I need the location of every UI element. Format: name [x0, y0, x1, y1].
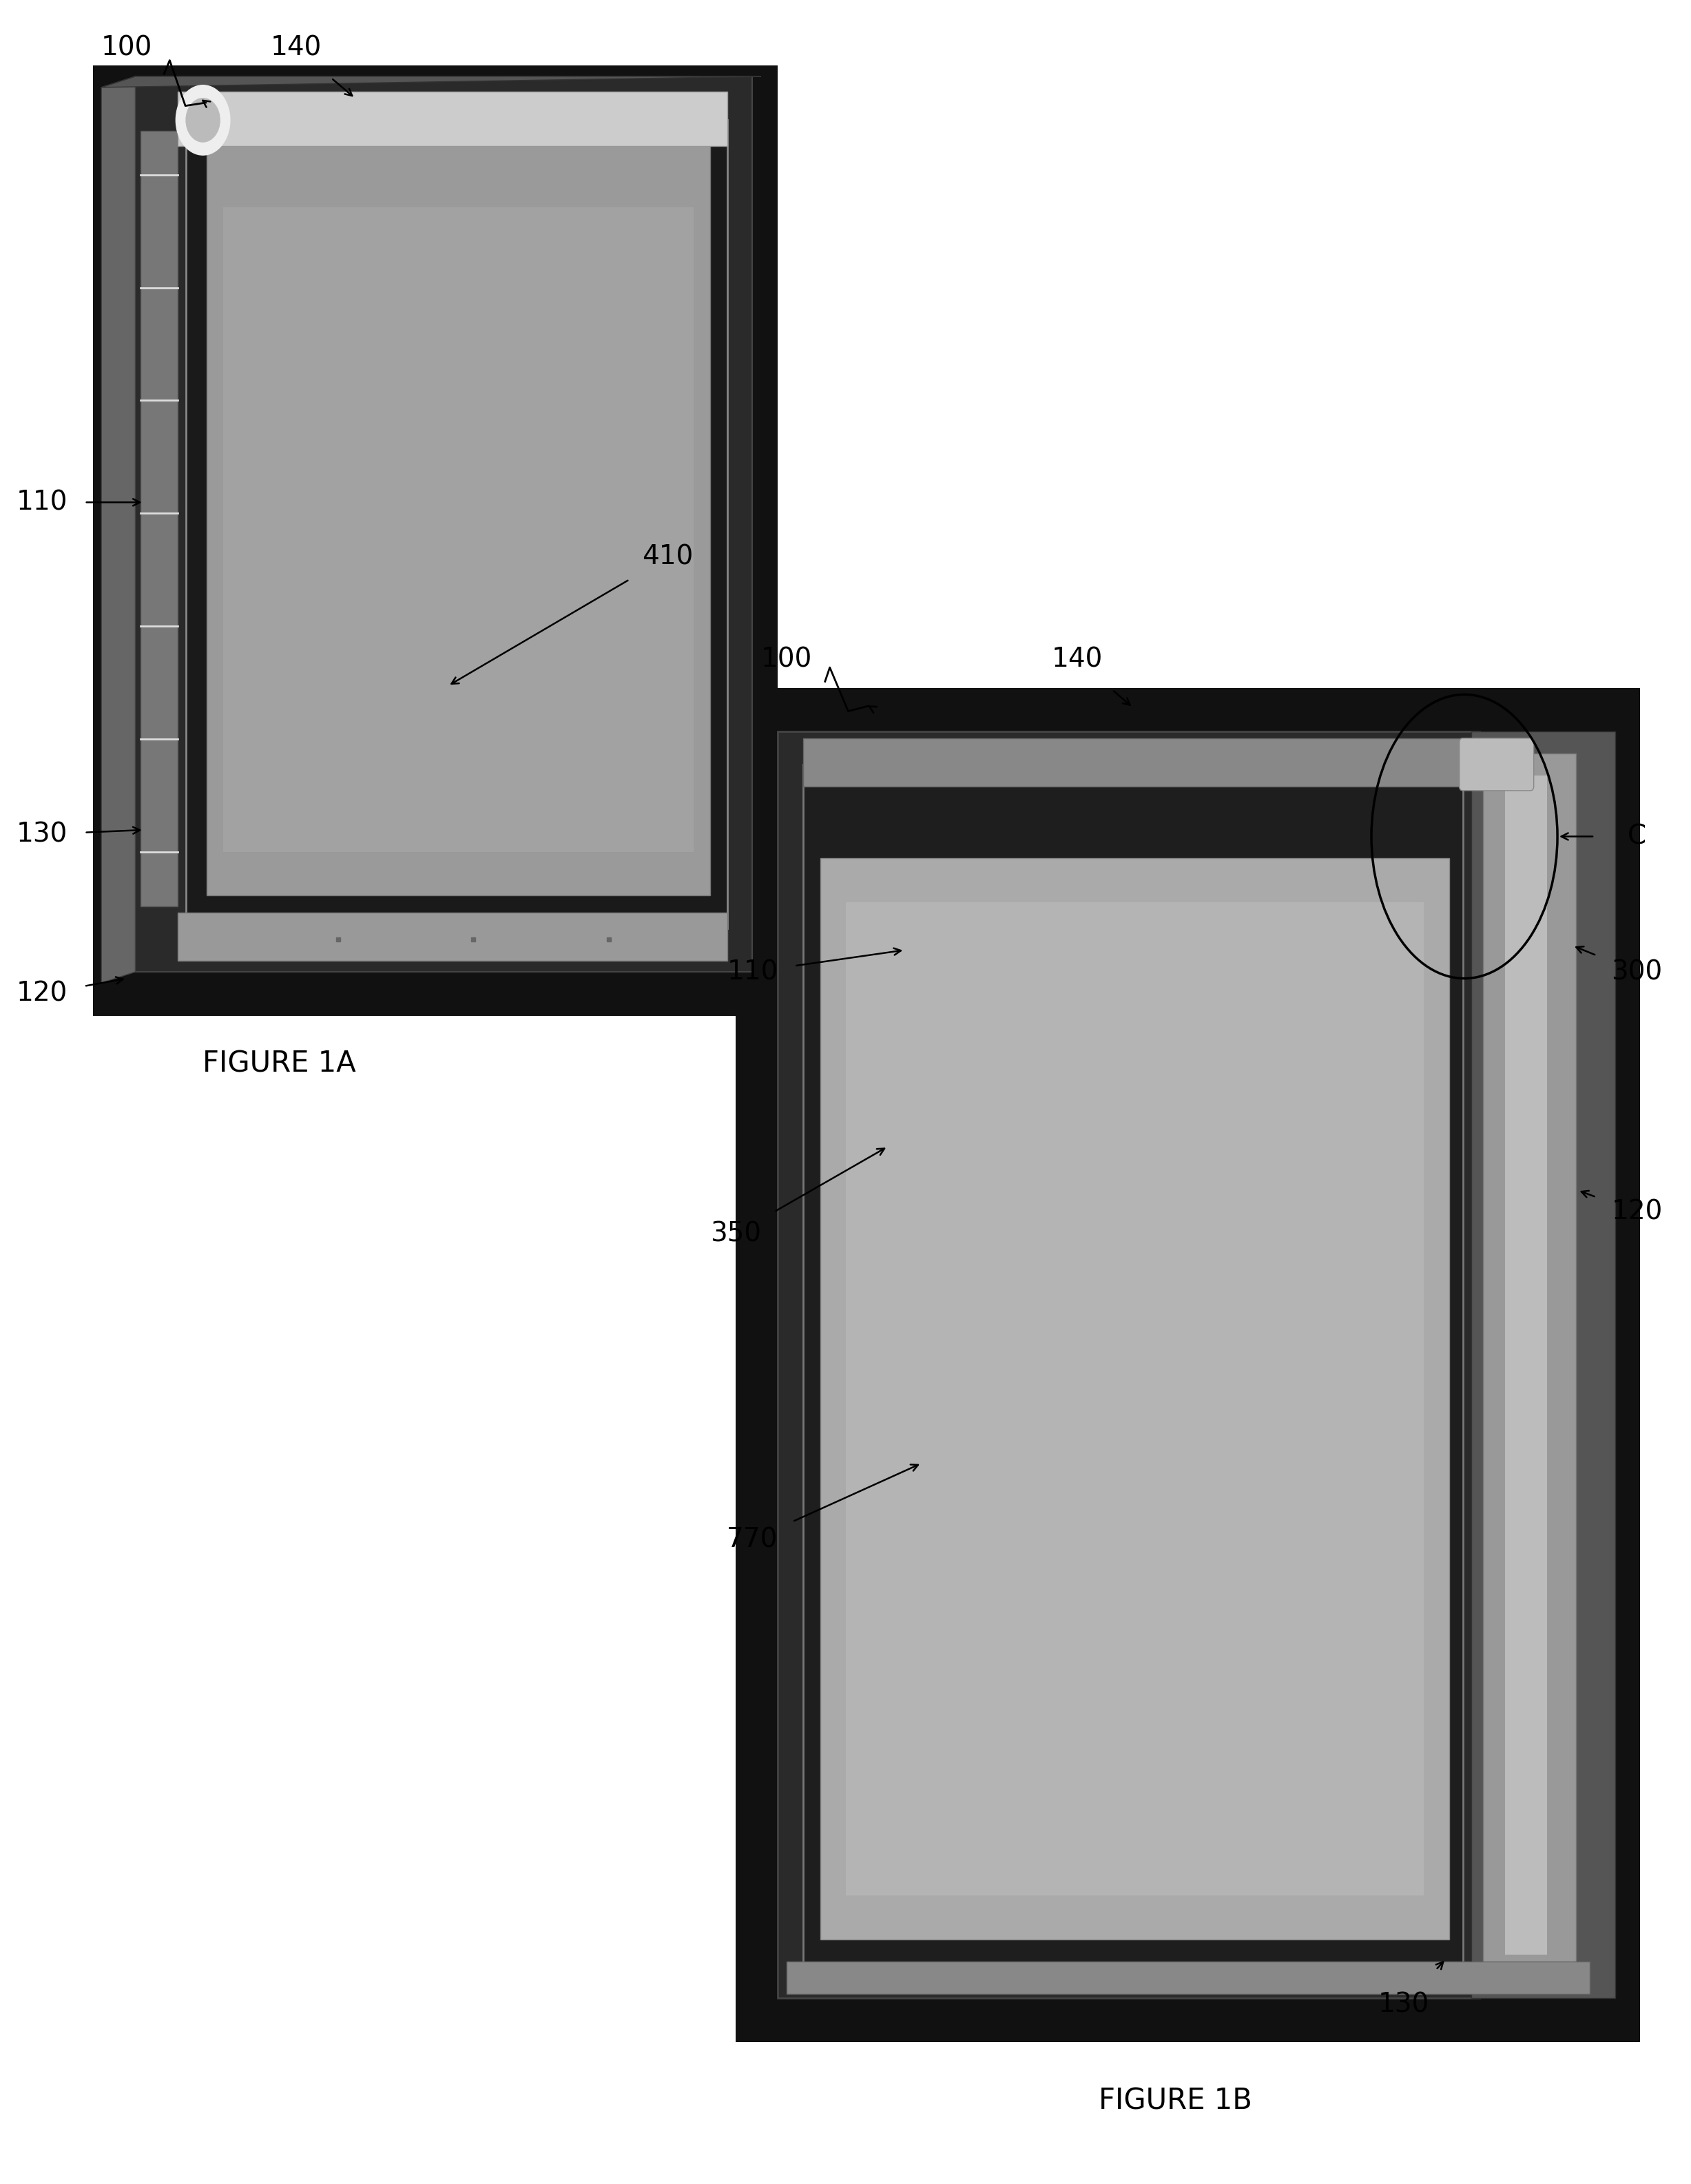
FancyBboxPatch shape	[186, 120, 727, 928]
Text: 140: 140	[1052, 646, 1103, 673]
Text: 350: 350	[710, 1221, 761, 1247]
FancyBboxPatch shape	[206, 142, 710, 895]
Text: 410: 410	[643, 544, 693, 570]
FancyBboxPatch shape	[1459, 738, 1534, 791]
Text: 100: 100	[761, 646, 812, 673]
FancyBboxPatch shape	[140, 131, 178, 906]
Text: 770: 770	[727, 1527, 778, 1553]
Circle shape	[176, 85, 230, 155]
Circle shape	[186, 98, 220, 142]
FancyBboxPatch shape	[1483, 753, 1576, 1977]
FancyBboxPatch shape	[803, 764, 1463, 1966]
FancyBboxPatch shape	[786, 1961, 1590, 1994]
FancyBboxPatch shape	[135, 76, 752, 972]
FancyBboxPatch shape	[846, 902, 1424, 1896]
FancyBboxPatch shape	[178, 92, 727, 146]
Polygon shape	[101, 76, 761, 87]
Text: 100: 100	[101, 35, 152, 61]
Text: C: C	[1627, 823, 1647, 850]
Text: 130: 130	[17, 821, 68, 847]
FancyBboxPatch shape	[1505, 775, 1547, 1955]
Text: FIGURE 1A: FIGURE 1A	[203, 1048, 355, 1079]
FancyBboxPatch shape	[1471, 732, 1615, 1998]
FancyBboxPatch shape	[93, 66, 778, 1016]
Text: 300: 300	[1612, 959, 1662, 985]
FancyBboxPatch shape	[803, 738, 1480, 786]
Text: 120: 120	[1612, 1199, 1662, 1225]
Polygon shape	[101, 76, 135, 983]
Text: 120: 120	[17, 981, 68, 1007]
Text: 130: 130	[1378, 1992, 1429, 2018]
Text: 140: 140	[271, 35, 321, 61]
Text: 110: 110	[17, 489, 68, 515]
FancyBboxPatch shape	[778, 732, 1480, 1998]
FancyBboxPatch shape	[178, 913, 727, 961]
FancyBboxPatch shape	[736, 688, 1640, 2042]
Text: 110: 110	[727, 959, 778, 985]
Text: FIGURE 1B: FIGURE 1B	[1099, 2086, 1251, 2116]
FancyBboxPatch shape	[223, 207, 693, 852]
FancyBboxPatch shape	[820, 858, 1449, 1939]
